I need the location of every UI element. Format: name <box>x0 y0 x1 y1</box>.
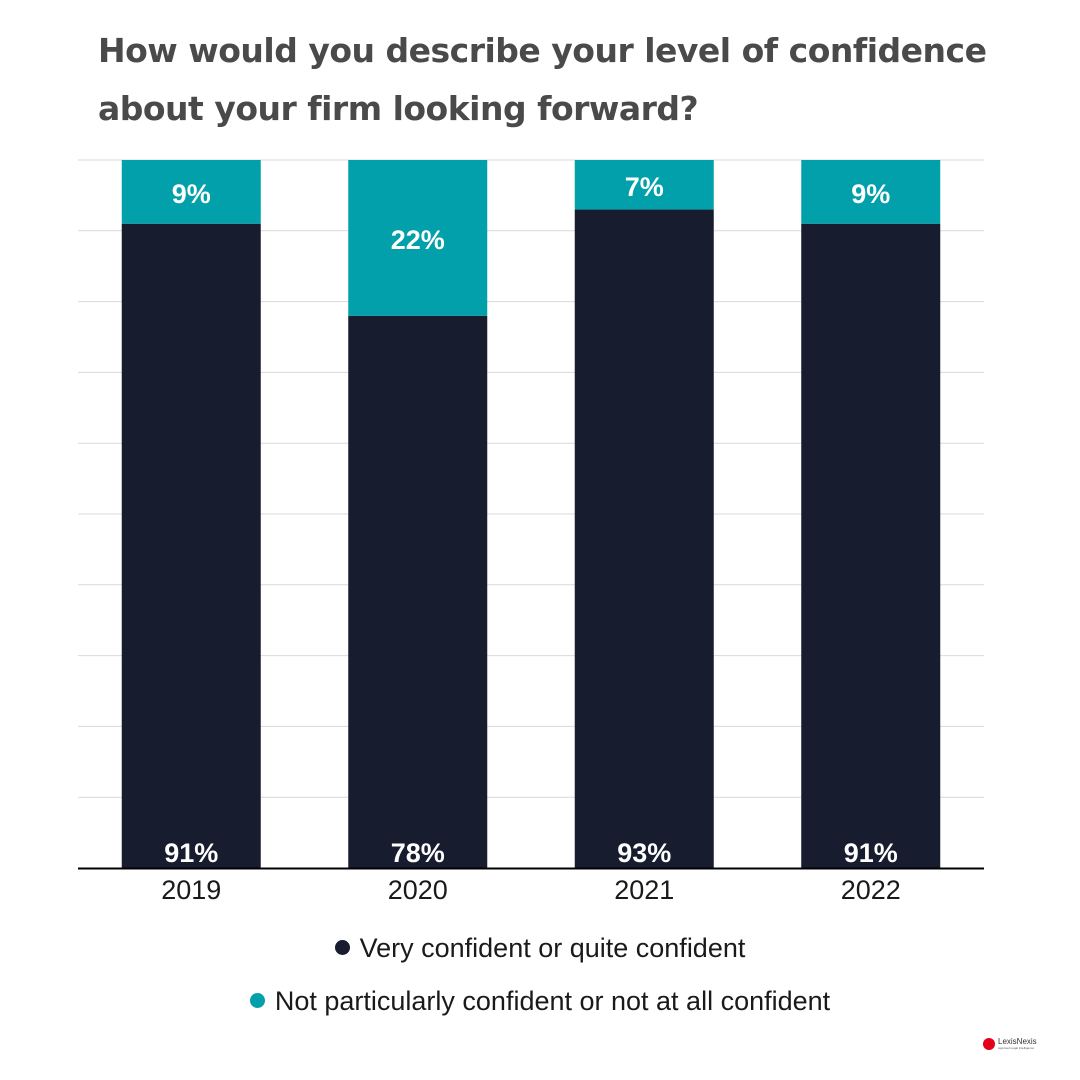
data-label: 78% <box>391 838 445 868</box>
legend-item-not-confident: Not particularly confident or not at all… <box>0 986 1080 1017</box>
legend-dot-icon <box>334 940 350 955</box>
data-label: 9% <box>851 179 890 209</box>
bar-not-confident-2019 <box>121 160 261 224</box>
chart-title: How would you describe your level of con… <box>98 31 987 128</box>
x-tick-label: 2020 <box>388 875 448 905</box>
bar-very-confident-2022 <box>801 223 941 869</box>
bar-very-confident-2019 <box>121 223 261 869</box>
bar-not-confident-2021 <box>574 160 714 210</box>
data-label: 7% <box>625 172 664 202</box>
legend-dot-icon <box>249 993 265 1008</box>
bar-very-confident-2021 <box>574 209 714 868</box>
x-tick-label: 2022 <box>841 875 901 905</box>
bar-not-confident-2022 <box>801 160 941 224</box>
data-label: 93% <box>617 838 671 868</box>
legend-label: Not particularly confident or not at all… <box>274 986 831 1016</box>
bar-not-confident-2020 <box>348 160 488 316</box>
data-label: 91% <box>164 838 218 868</box>
data-label: 22% <box>391 225 445 255</box>
x-tick-label: 2021 <box>614 875 674 905</box>
logo-globe-icon <box>983 1038 995 1050</box>
data-label: 91% <box>844 838 898 868</box>
legend-label: Very confident or quite confident <box>359 933 746 963</box>
logo-tagline: Apprised Legal Intelligence <box>998 1046 1035 1050</box>
x-tick-label: 2019 <box>161 875 221 905</box>
logo-name: LexisNexis <box>998 1037 1037 1046</box>
bar-very-confident-2020 <box>348 315 488 868</box>
lexisnexis-logo: LexisNexis Apprised Legal Intelligence <box>983 1038 1037 1050</box>
legend-item-very-confident: Very confident or quite confident <box>0 933 1080 964</box>
data-label: 9% <box>172 179 211 209</box>
